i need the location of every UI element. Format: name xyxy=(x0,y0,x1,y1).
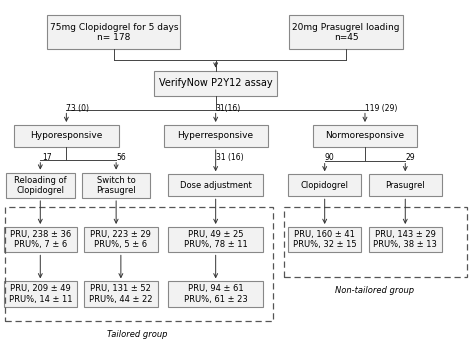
Text: Clopidogrel: Clopidogrel xyxy=(301,181,349,190)
Text: 31(16): 31(16) xyxy=(216,104,241,113)
FancyBboxPatch shape xyxy=(82,172,151,198)
FancyBboxPatch shape xyxy=(168,282,263,307)
Text: Prasugrel: Prasugrel xyxy=(385,181,425,190)
Text: Hyperresponsive: Hyperresponsive xyxy=(178,132,254,140)
Text: 119 (29): 119 (29) xyxy=(365,104,397,113)
Text: 31 (16): 31 (16) xyxy=(216,153,243,162)
Text: 20mg Prasugrel loading
n=45: 20mg Prasugrel loading n=45 xyxy=(292,22,400,42)
Text: PRU, 238 ± 36
PRU%, 7 ± 6: PRU, 238 ± 36 PRU%, 7 ± 6 xyxy=(9,230,71,250)
Text: PRU, 209 ± 49
PRU%, 14 ± 11: PRU, 209 ± 49 PRU%, 14 ± 11 xyxy=(9,284,72,304)
Text: PRU, 223 ± 29
PRU%, 5 ± 6: PRU, 223 ± 29 PRU%, 5 ± 6 xyxy=(91,230,151,250)
Text: Normoresponsive: Normoresponsive xyxy=(326,132,404,140)
Text: Non-tailored group: Non-tailored group xyxy=(335,286,414,294)
FancyBboxPatch shape xyxy=(47,15,180,49)
Text: 73 (0): 73 (0) xyxy=(66,104,90,113)
FancyBboxPatch shape xyxy=(168,174,263,197)
Text: 56: 56 xyxy=(116,153,126,162)
Text: VerifyNow P2Y12 assay: VerifyNow P2Y12 assay xyxy=(159,78,273,88)
FancyBboxPatch shape xyxy=(164,125,268,147)
Text: 17: 17 xyxy=(43,153,52,162)
Text: 29: 29 xyxy=(405,153,415,162)
FancyBboxPatch shape xyxy=(4,282,77,307)
Text: Dose adjustment: Dose adjustment xyxy=(180,181,252,190)
Text: Switch to
Prasugrel: Switch to Prasugrel xyxy=(96,175,136,195)
FancyBboxPatch shape xyxy=(168,227,263,252)
Text: PRU, 94 ± 61
PRU%, 61 ± 23: PRU, 94 ± 61 PRU%, 61 ± 23 xyxy=(184,284,247,304)
FancyBboxPatch shape xyxy=(289,15,403,49)
Text: 75mg Clopidogrel for 5 days
n= 178: 75mg Clopidogrel for 5 days n= 178 xyxy=(49,22,178,42)
Text: Hyporesponsive: Hyporesponsive xyxy=(30,132,102,140)
Text: Tailored group: Tailored group xyxy=(107,330,168,339)
FancyBboxPatch shape xyxy=(4,227,77,252)
FancyBboxPatch shape xyxy=(368,174,442,197)
FancyBboxPatch shape xyxy=(84,282,157,307)
Text: PRU, 131 ± 52
PRU%, 44 ± 22: PRU, 131 ± 52 PRU%, 44 ± 22 xyxy=(89,284,153,304)
Text: 90: 90 xyxy=(325,153,335,162)
FancyBboxPatch shape xyxy=(313,125,417,147)
FancyBboxPatch shape xyxy=(368,227,442,252)
FancyBboxPatch shape xyxy=(154,71,277,96)
Text: PRU, 160 ± 41
PRU%, 32 ± 15: PRU, 160 ± 41 PRU%, 32 ± 15 xyxy=(293,230,356,250)
Text: Reloading of
Clopidogrel: Reloading of Clopidogrel xyxy=(14,175,67,195)
FancyBboxPatch shape xyxy=(288,227,361,252)
Text: PRU, 143 ± 29
PRU%, 38 ± 13: PRU, 143 ± 29 PRU%, 38 ± 13 xyxy=(374,230,437,250)
FancyBboxPatch shape xyxy=(6,172,75,198)
FancyBboxPatch shape xyxy=(288,174,361,197)
FancyBboxPatch shape xyxy=(14,125,118,147)
Text: PRU, 49 ± 25
PRU%, 78 ± 11: PRU, 49 ± 25 PRU%, 78 ± 11 xyxy=(184,230,247,250)
FancyBboxPatch shape xyxy=(84,227,157,252)
